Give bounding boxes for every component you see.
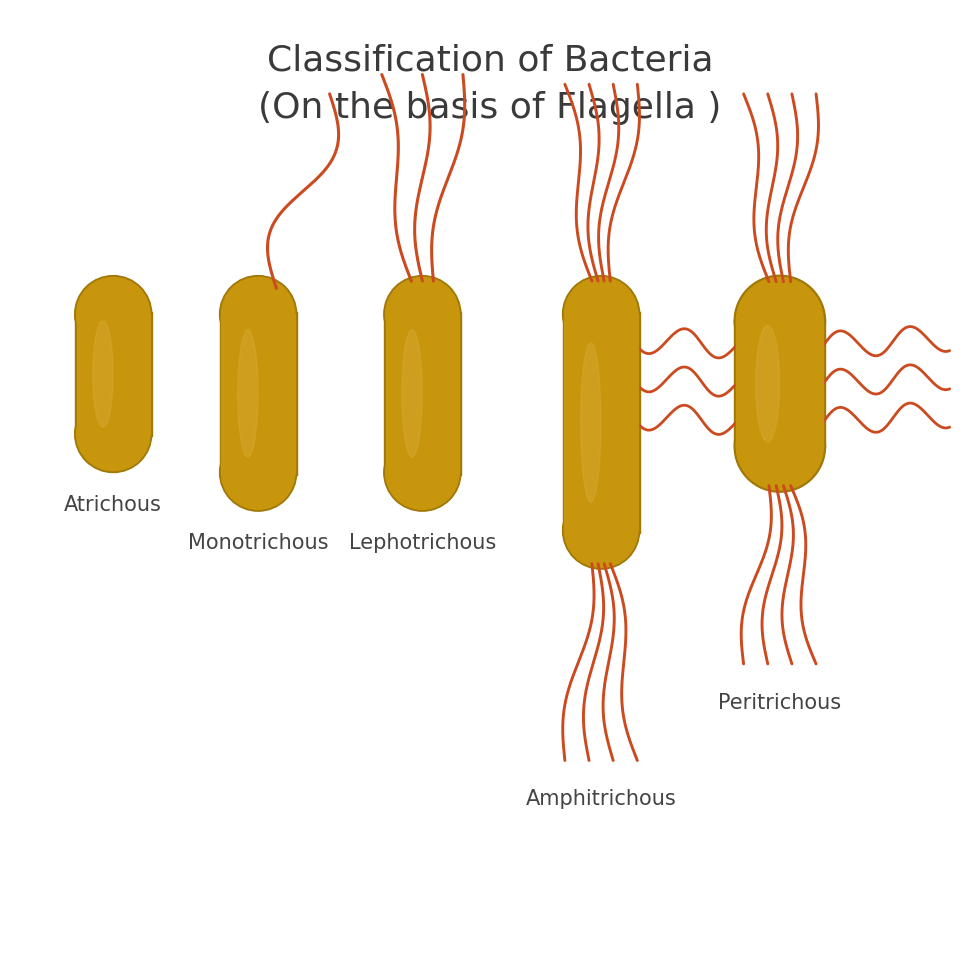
Text: Atrichous: Atrichous — [65, 495, 162, 514]
Ellipse shape — [756, 325, 780, 442]
Bar — [221, 315, 295, 472]
Ellipse shape — [736, 277, 823, 365]
Bar — [564, 315, 638, 530]
Ellipse shape — [734, 275, 825, 367]
Ellipse shape — [93, 320, 113, 427]
Ellipse shape — [76, 397, 150, 470]
Text: (On the basis of Flagella ): (On the basis of Flagella ) — [259, 91, 721, 125]
Text: Lephotrichous: Lephotrichous — [349, 533, 496, 554]
Ellipse shape — [74, 275, 152, 353]
Bar — [384, 313, 461, 474]
Bar — [563, 313, 640, 532]
Ellipse shape — [563, 275, 640, 353]
Ellipse shape — [564, 494, 638, 567]
Text: Monotrichous: Monotrichous — [188, 533, 328, 554]
Ellipse shape — [736, 403, 823, 490]
Ellipse shape — [238, 329, 258, 457]
Ellipse shape — [384, 275, 461, 353]
Ellipse shape — [76, 277, 150, 351]
Ellipse shape — [221, 277, 295, 351]
Ellipse shape — [386, 277, 459, 351]
Ellipse shape — [563, 492, 640, 569]
Ellipse shape — [220, 434, 297, 512]
Text: Classification of Bacteria: Classification of Bacteria — [267, 43, 713, 77]
Bar — [734, 319, 825, 449]
Ellipse shape — [734, 401, 825, 492]
Bar — [736, 320, 823, 447]
Ellipse shape — [220, 275, 297, 353]
Ellipse shape — [402, 329, 422, 457]
Bar — [76, 315, 150, 434]
Bar — [386, 315, 459, 472]
Text: Amphitrichous: Amphitrichous — [525, 790, 676, 809]
Ellipse shape — [564, 277, 638, 351]
Ellipse shape — [221, 436, 295, 510]
Ellipse shape — [384, 434, 461, 512]
Ellipse shape — [581, 343, 601, 502]
Ellipse shape — [386, 436, 459, 510]
Bar — [220, 313, 297, 474]
Ellipse shape — [74, 395, 152, 472]
Text: Peritrichous: Peritrichous — [718, 693, 842, 712]
Bar — [74, 313, 152, 436]
